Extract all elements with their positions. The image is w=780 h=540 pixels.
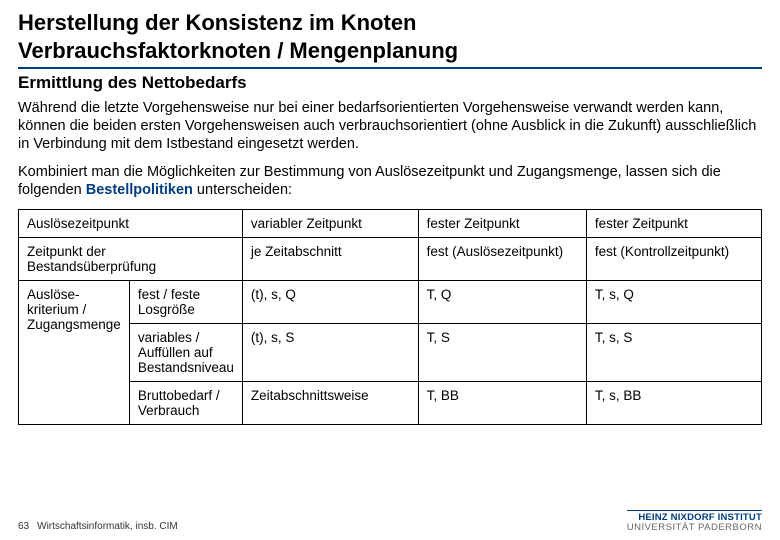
cell: fester Zeitpunkt bbox=[586, 210, 761, 238]
cell: fest / feste Losgröße bbox=[129, 281, 242, 324]
para2-text-c: unterscheiden: bbox=[193, 182, 292, 198]
cell-ausloese: Auslösezeitpunkt bbox=[19, 210, 243, 238]
paragraph-1: Während die letzte Vorgehensweise nur be… bbox=[18, 99, 762, 153]
footer-dept: Wirtschaftsinformatik, insb. CIM bbox=[37, 521, 178, 532]
cell: T, s, Q bbox=[586, 281, 761, 324]
slide-content: Herstellung der Konsistenz im Knoten Ver… bbox=[0, 0, 780, 425]
cell: fest (Auslösezeitpunkt) bbox=[418, 238, 586, 281]
title-block: Herstellung der Konsistenz im Knoten Ver… bbox=[18, 10, 762, 69]
table-row: Auslöse-kriterium / Zugangsmenge fest / … bbox=[19, 281, 762, 324]
cell-zeitpunkt: Zeitpunkt der Bestandsüberprüfung bbox=[19, 238, 243, 281]
table-row: Zeitpunkt der Bestandsüberprüfung je Zei… bbox=[19, 238, 762, 281]
policies-table: Auslösezeitpunkt variabler Zeitpunkt fes… bbox=[18, 209, 762, 425]
footer-left: 63 Wirtschaftsinformatik, insb. CIM bbox=[18, 521, 178, 532]
table-row: Bruttobedarf / Verbrauch Zeitabschnittsw… bbox=[19, 382, 762, 425]
paragraph-2: Kombiniert man die Möglichkeiten zur Bes… bbox=[18, 163, 762, 199]
footer-right: HEINZ NIXDORF INSTITUT UNIVERSITÄT PADER… bbox=[627, 510, 762, 532]
para2-highlight: Bestellpolitiken bbox=[86, 182, 193, 198]
title-line1: Herstellung der Konsistenz im Knoten bbox=[18, 10, 762, 36]
cell: fest (Kontrollzeitpunkt) bbox=[586, 238, 761, 281]
footer: 63 Wirtschaftsinformatik, insb. CIM HEIN… bbox=[18, 510, 762, 532]
cell: Zeitabschnittsweise bbox=[242, 382, 418, 425]
cell: (t), s, S bbox=[242, 324, 418, 382]
cell: T, s, S bbox=[586, 324, 761, 382]
title-line2: Verbrauchsfaktorknoten / Mengenplanung bbox=[18, 38, 762, 64]
page-number: 63 bbox=[18, 521, 29, 532]
cell: variables / Auffüllen auf Bestandsniveau bbox=[129, 324, 242, 382]
institute-line2: UNIVERSITÄT PADERBORN bbox=[627, 523, 762, 533]
cell: je Zeitabschnitt bbox=[242, 238, 418, 281]
table-row: variables / Auffüllen auf Bestandsniveau… bbox=[19, 324, 762, 382]
cell-rowspan-label: Auslöse-kriterium / Zugangsmenge bbox=[19, 281, 130, 425]
cell: T, Q bbox=[418, 281, 586, 324]
cell: T, s, BB bbox=[586, 382, 761, 425]
cell: (t), s, Q bbox=[242, 281, 418, 324]
cell: T, BB bbox=[418, 382, 586, 425]
cell: variabler Zeitpunkt bbox=[242, 210, 418, 238]
table-row: Auslösezeitpunkt variabler Zeitpunkt fes… bbox=[19, 210, 762, 238]
cell: Bruttobedarf / Verbrauch bbox=[129, 382, 242, 425]
cell: fester Zeitpunkt bbox=[418, 210, 586, 238]
cell: T, S bbox=[418, 324, 586, 382]
subtitle: Ermittlung des Nettobedarfs bbox=[18, 73, 762, 93]
